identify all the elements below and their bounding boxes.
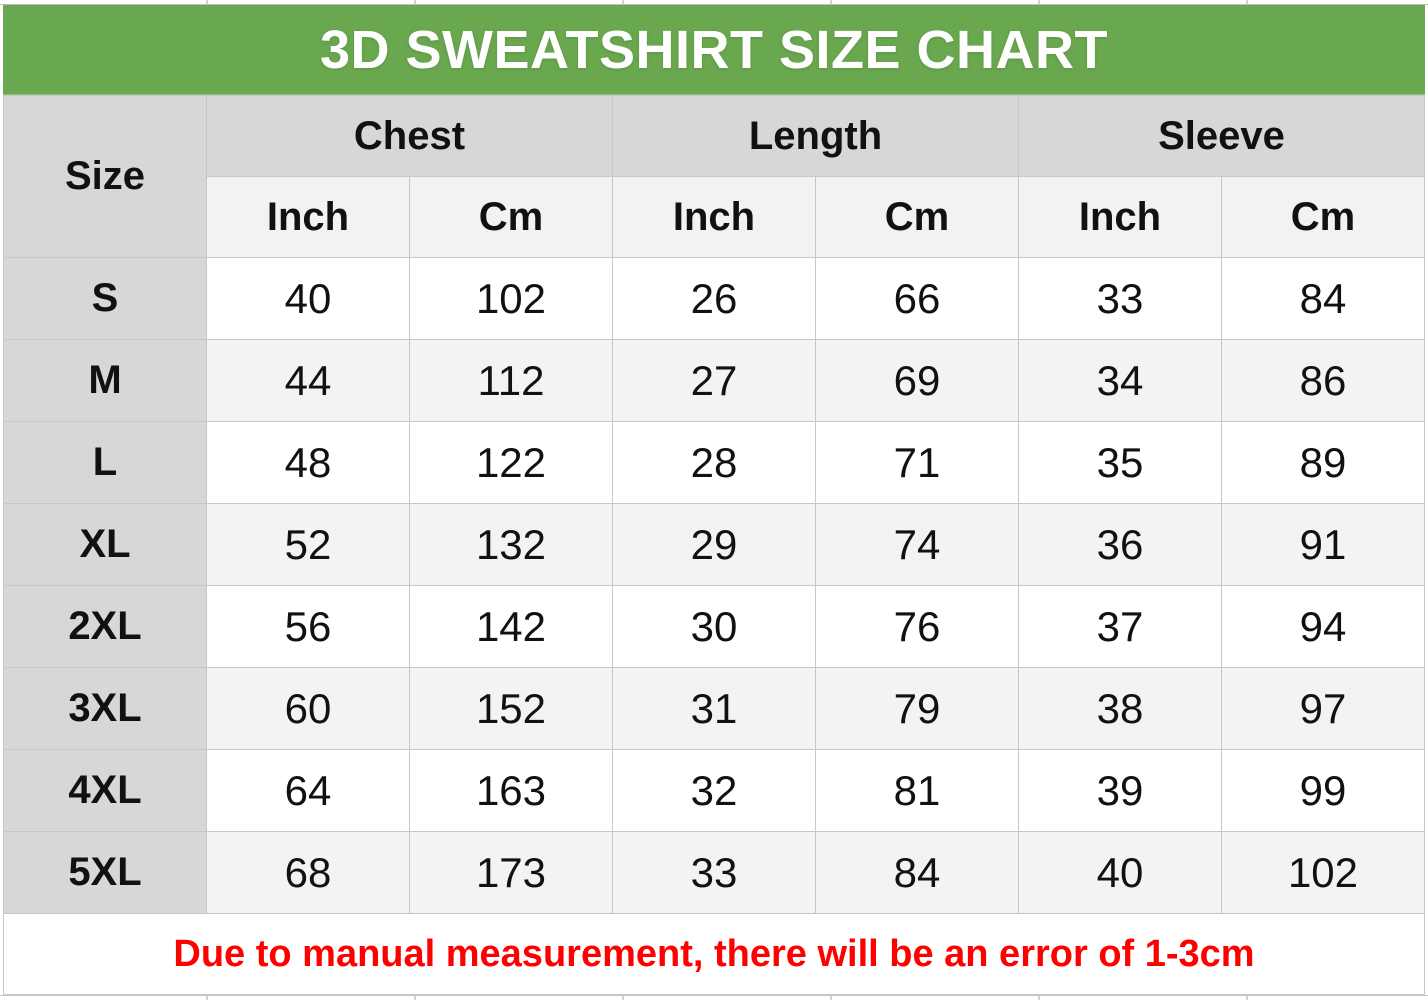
col-header-length: Length	[612, 95, 1019, 177]
table-row-3xl: 3XL 60 152 31 79 38 97	[3, 667, 1425, 750]
cell-chest-cm: 122	[409, 421, 613, 504]
cell-sleeve-inch: 37	[1018, 585, 1222, 668]
cell-length-cm: 71	[815, 421, 1019, 504]
row-header-size: 5XL	[3, 831, 207, 914]
chart-title: 3D SWEATSHIRT SIZE CHART	[319, 19, 1108, 80]
cell-chest-inch: 52	[206, 503, 410, 586]
cell-chest-cm: 173	[409, 831, 613, 914]
chart-title-bar: 3D SWEATSHIRT SIZE CHART	[3, 5, 1425, 95]
row-header-size: XL	[3, 503, 207, 586]
cell-sleeve-inch: 36	[1018, 503, 1222, 586]
table-row-l: L 48 122 28 71 35 89	[3, 421, 1425, 504]
cell-length-cm: 81	[815, 749, 1019, 832]
col-header-chest-cm: Cm	[409, 176, 613, 258]
cell-sleeve-inch: 34	[1018, 339, 1222, 422]
group-header-row: Size Chest Length Sleeve	[3, 95, 1425, 258]
col-header-length-inch: Inch	[612, 176, 816, 258]
col-header-sleeve-cm: Cm	[1221, 176, 1425, 258]
cell-sleeve-cm: 89	[1221, 421, 1425, 504]
cell-sleeve-cm: 86	[1221, 339, 1425, 422]
cell-sleeve-cm: 97	[1221, 667, 1425, 750]
row-header-size: 3XL	[3, 667, 207, 750]
cell-chest-inch: 60	[206, 667, 410, 750]
cell-chest-inch: 40	[206, 257, 410, 340]
row-header-size: S	[3, 257, 207, 340]
cell-chest-cm: 112	[409, 339, 613, 422]
cell-length-inch: 28	[612, 421, 816, 504]
cell-sleeve-inch: 39	[1018, 749, 1222, 832]
unit-header-row: Inch Cm Inch Cm Inch Cm	[4, 176, 1425, 258]
cell-length-cm: 66	[815, 257, 1019, 340]
cell-length-cm: 76	[815, 585, 1019, 668]
col-header-length-cm: Cm	[815, 176, 1019, 258]
cell-length-cm: 84	[815, 831, 1019, 914]
cell-sleeve-cm: 91	[1221, 503, 1425, 586]
spreadsheet-grid-sliver-bottom	[0, 995, 1428, 1000]
cell-sleeve-cm: 99	[1221, 749, 1425, 832]
cell-sleeve-inch: 33	[1018, 257, 1222, 340]
cell-chest-inch: 56	[206, 585, 410, 668]
cell-chest-cm: 163	[409, 749, 613, 832]
size-chart-table: Size Chest Length Sleeve Inch Cm Inch Cm…	[3, 95, 1425, 914]
table-row-s: S 40 102 26 66 33 84	[3, 257, 1425, 340]
cell-chest-cm: 152	[409, 667, 613, 750]
table-row-5xl: 5XL 68 173 33 84 40 102	[3, 831, 1425, 914]
table-row-2xl: 2XL 56 142 30 76 37 94	[3, 585, 1425, 668]
cell-chest-inch: 44	[206, 339, 410, 422]
cell-length-inch: 30	[612, 585, 816, 668]
cell-chest-inch: 48	[206, 421, 410, 504]
measurement-note-row: Due to manual measurement, there will be…	[3, 914, 1425, 995]
col-header-chest-inch: Inch	[206, 176, 410, 258]
col-header-sleeve: Sleeve	[1018, 95, 1425, 177]
row-header-size: 2XL	[3, 585, 207, 668]
table-row-4xl: 4XL 64 163 32 81 39 99	[3, 749, 1425, 832]
cell-length-inch: 29	[612, 503, 816, 586]
table-row-xl: XL 52 132 29 74 36 91	[3, 503, 1425, 586]
cell-sleeve-cm: 84	[1221, 257, 1425, 340]
row-header-size: M	[3, 339, 207, 422]
row-header-size: L	[3, 421, 207, 504]
col-header-chest: Chest	[206, 95, 613, 177]
col-header-size: Size	[3, 95, 207, 258]
cell-sleeve-cm: 94	[1221, 585, 1425, 668]
cell-chest-cm: 102	[409, 257, 613, 340]
cell-sleeve-cm: 102	[1221, 831, 1425, 914]
row-header-size: 4XL	[3, 749, 207, 832]
cell-length-inch: 32	[612, 749, 816, 832]
cell-sleeve-inch: 40	[1018, 831, 1222, 914]
cell-chest-cm: 132	[409, 503, 613, 586]
measurement-note: Due to manual measurement, there will be…	[173, 932, 1255, 975]
cell-sleeve-inch: 38	[1018, 667, 1222, 750]
cell-length-cm: 74	[815, 503, 1019, 586]
cell-chest-cm: 142	[409, 585, 613, 668]
cell-chest-inch: 64	[206, 749, 410, 832]
table-row-m: M 44 112 27 69 34 86	[3, 339, 1425, 422]
cell-length-cm: 69	[815, 339, 1019, 422]
cell-length-cm: 79	[815, 667, 1019, 750]
col-header-sleeve-inch: Inch	[1018, 176, 1222, 258]
cell-length-inch: 26	[612, 257, 816, 340]
cell-chest-inch: 68	[206, 831, 410, 914]
cell-sleeve-inch: 35	[1018, 421, 1222, 504]
cell-length-inch: 27	[612, 339, 816, 422]
spreadsheet-grid-sliver-top	[0, 0, 1428, 5]
cell-length-inch: 33	[612, 831, 816, 914]
cell-length-inch: 31	[612, 667, 816, 750]
